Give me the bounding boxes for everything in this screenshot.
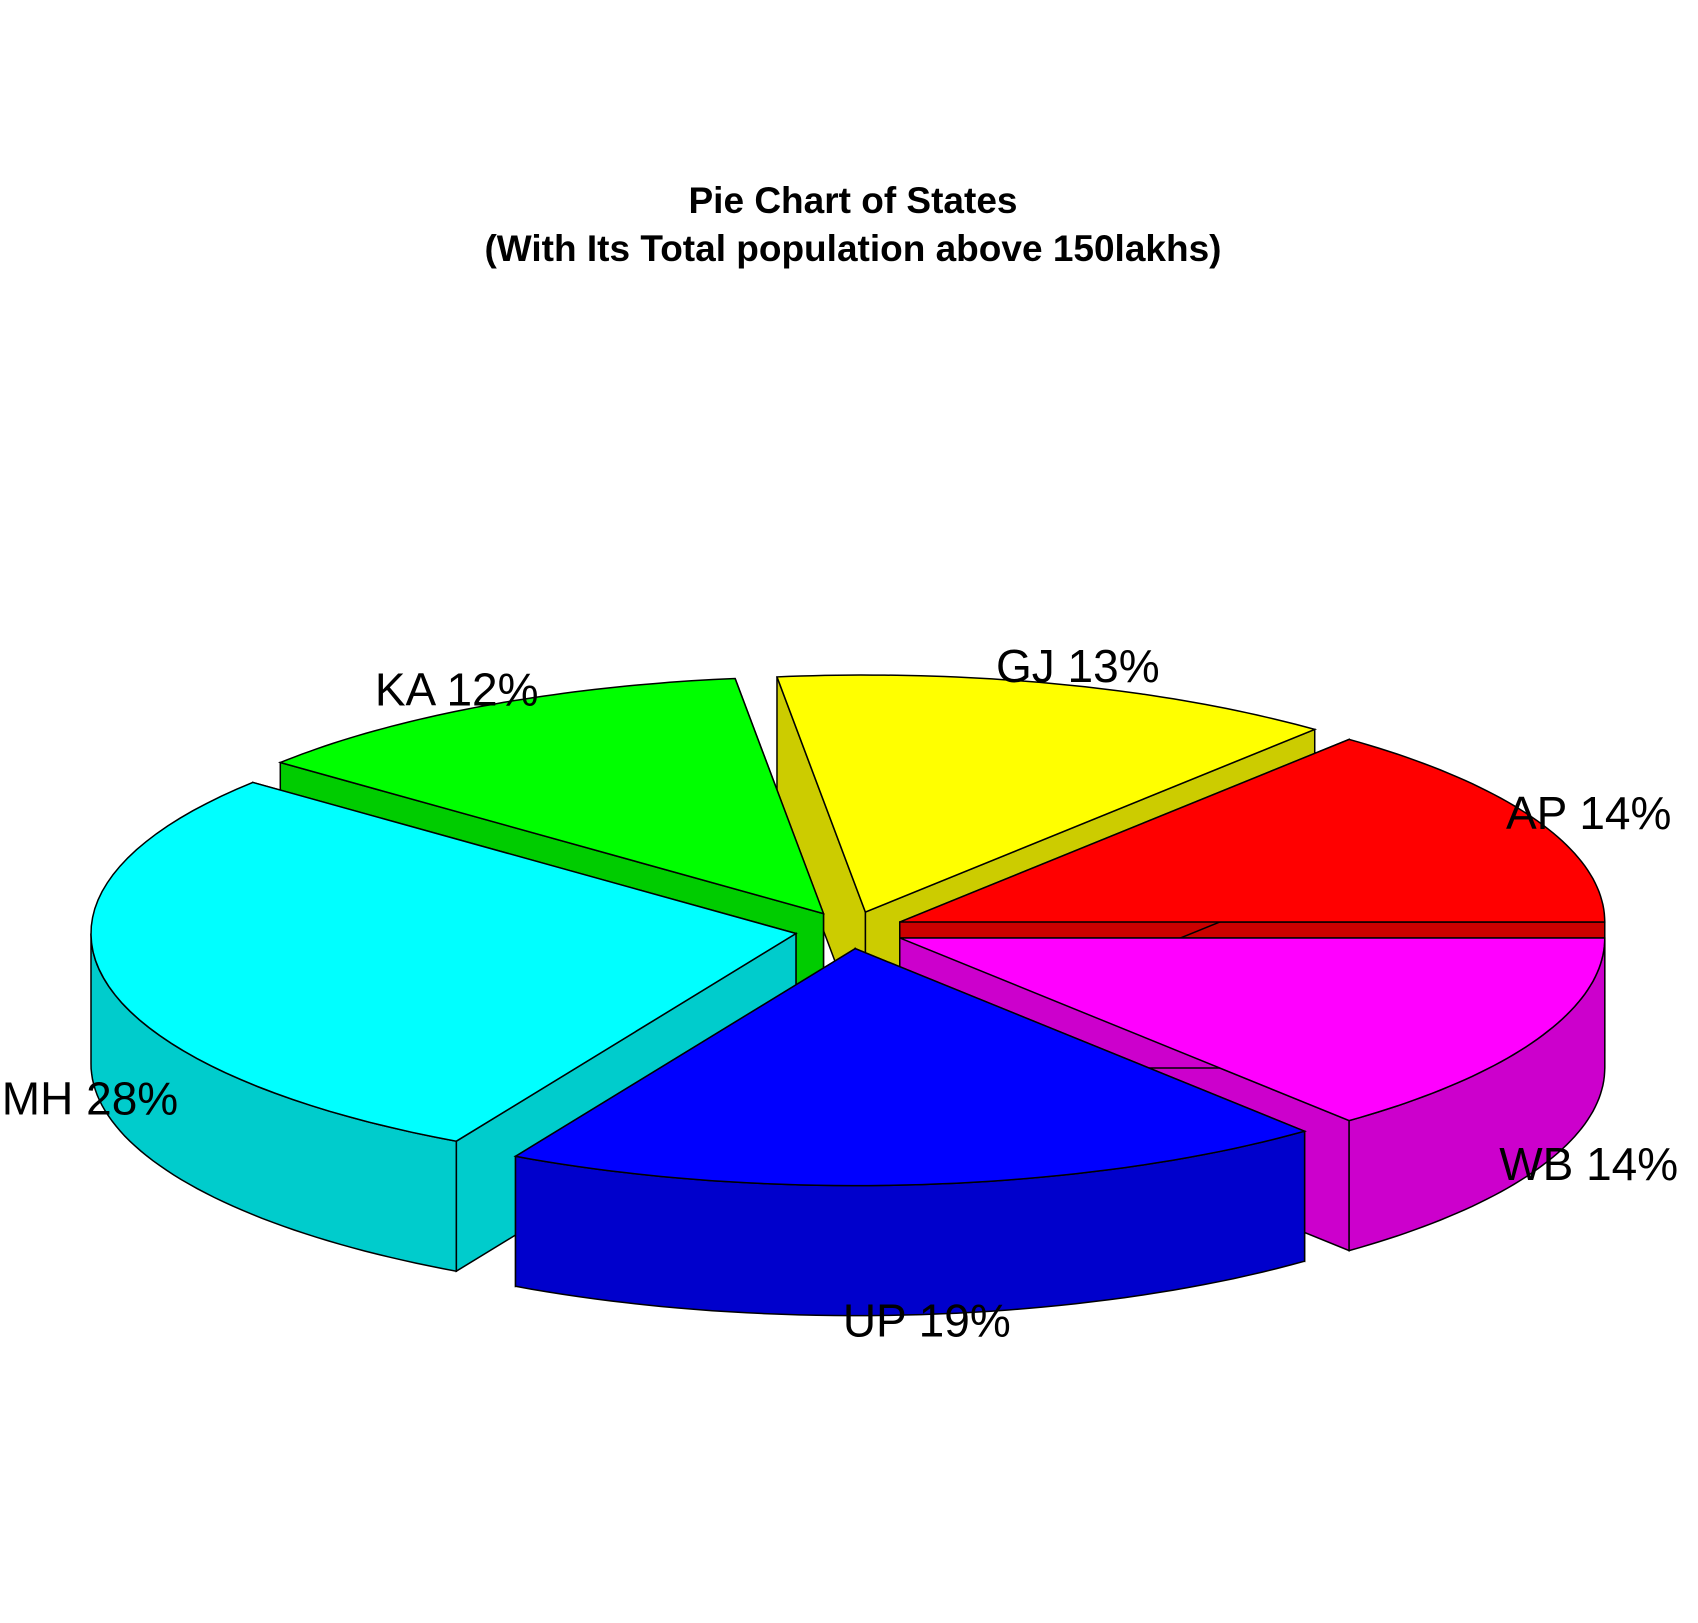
slice-labels: AP 14% GJ 13% KA 12% MH 28% UP 19% WB 14% [2,640,1678,1346]
slice-top-face [775,674,1318,914]
pie-slice-up [513,947,1307,1317]
slice-label-gj: GJ 13% [996,640,1160,692]
chart-title: Pie Chart of States [689,180,1018,221]
chart-subtitle: (With Its Total population above 150lakh… [484,228,1221,269]
pie-slices [90,674,1606,1317]
slice-label-ka: KA 12% [375,663,539,715]
slice-top-face [513,947,1307,1187]
slice-top-face [90,781,798,1142]
slice-label-wb: WB 14% [1499,1138,1678,1190]
slice-top-face [277,677,825,915]
slice-label-mh: MH 28% [2,1073,178,1125]
slice-top-face [899,738,1606,923]
slice-top-face [899,937,1606,1122]
slice-label-ap: AP 14% [1506,787,1671,839]
slice-label-up: UP 19% [843,1294,1011,1346]
